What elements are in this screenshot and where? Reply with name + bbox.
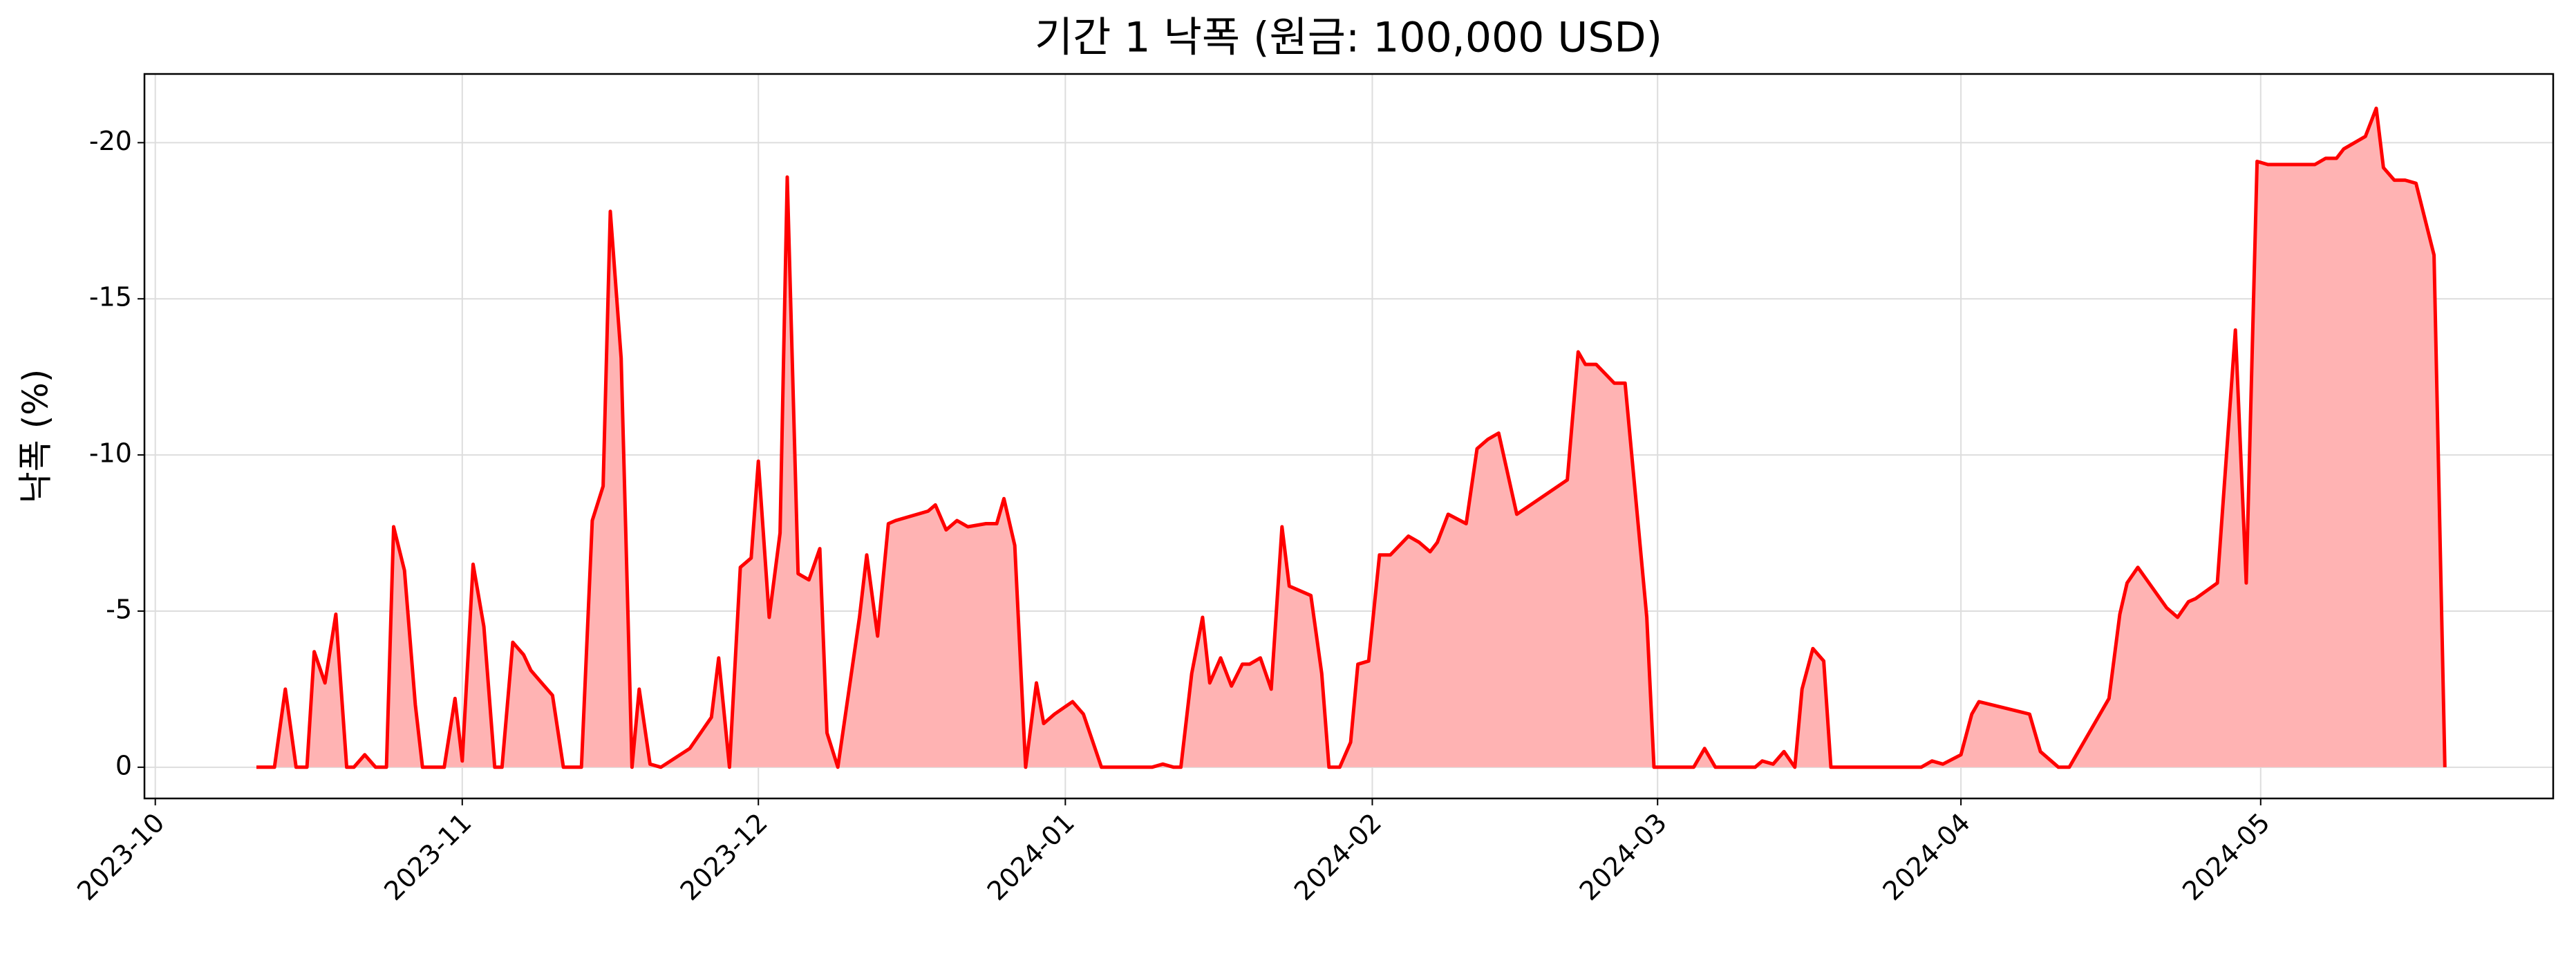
y-tick-label: -5	[106, 594, 132, 624]
x-tick-label: 2024-01	[981, 807, 1080, 906]
y-tick-label: -20	[89, 126, 132, 156]
x-tick-label: 2024-05	[2177, 807, 2275, 906]
y-tick-label: -10	[89, 438, 132, 469]
x-tick-label: 2024-04	[1877, 807, 1976, 906]
y-axis-label: 낙폭 (%)	[16, 369, 56, 503]
line	[256, 106, 2447, 769]
x-tick-label: 2023-10	[71, 807, 170, 906]
chart-title: 기간 1 낙폭 (원금: 100,000 USD)	[1035, 14, 1662, 62]
y-tick-label: -15	[89, 282, 132, 312]
x-tick-label: 2024-02	[1288, 807, 1387, 906]
area-fill	[256, 108, 2445, 767]
x-tick-label: 2023-12	[675, 807, 773, 906]
y-tick-label: 0	[115, 750, 132, 780]
x-tick-label: 2024-03	[1574, 807, 1673, 906]
plot-frame	[143, 73, 2555, 800]
x-tick-label: 2023-11	[378, 807, 477, 906]
